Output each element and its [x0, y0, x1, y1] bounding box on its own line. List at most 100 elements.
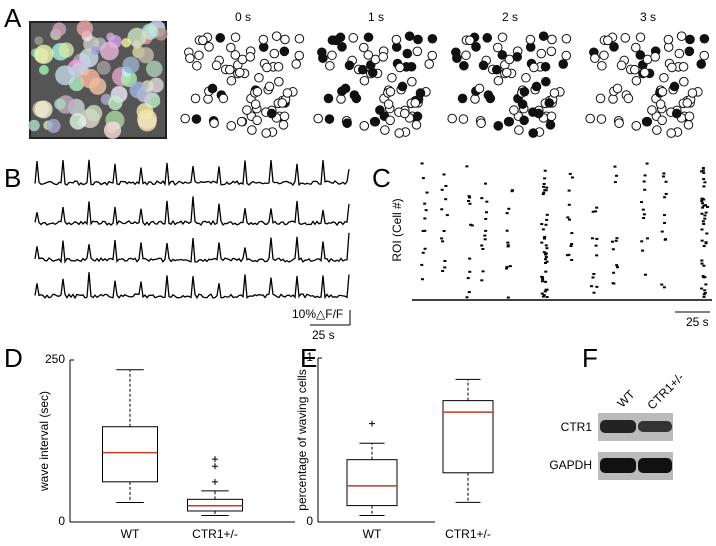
spike: [540, 275, 544, 278]
spike: [425, 191, 429, 194]
spike: [540, 241, 544, 244]
spike: [444, 184, 448, 187]
spike: [545, 260, 549, 263]
cell: [100, 41, 119, 61]
scale-label: 25 s: [686, 315, 709, 329]
spike: [506, 244, 510, 247]
cell-dot: [519, 86, 530, 97]
cell: [136, 103, 154, 120]
cell-dot: [678, 61, 689, 72]
cell-dot: [663, 34, 674, 45]
spike: [590, 237, 594, 240]
spike: [480, 279, 484, 282]
cell-dot: [280, 34, 290, 45]
cell: [80, 68, 100, 89]
cell-dot: [541, 76, 551, 87]
cell-dot: [363, 32, 374, 43]
spike: [545, 218, 549, 221]
cell-dot: [696, 59, 707, 69]
micrograph-cells: [28, 20, 168, 139]
cell-dot: [234, 67, 245, 78]
cell-dot: [407, 76, 417, 87]
cell-dot: [674, 48, 685, 59]
cell-dot: [415, 88, 426, 98]
cell: [34, 100, 53, 119]
spike: [542, 191, 546, 194]
spike: [420, 278, 424, 281]
spike: [662, 175, 666, 178]
spike: [700, 228, 704, 231]
cell-dot: [452, 53, 462, 63]
spike: [700, 199, 704, 202]
cell-dot: [194, 50, 204, 61]
box: [102, 426, 158, 483]
spike: [505, 212, 509, 215]
cell-dot: [247, 125, 257, 135]
spike: [642, 180, 646, 183]
spike: [465, 165, 469, 168]
spike: [544, 288, 548, 291]
cell-dot: [410, 98, 421, 108]
cell-dot: [282, 88, 293, 98]
cell-dot: [655, 99, 666, 110]
spike: [662, 286, 666, 289]
spike: [543, 169, 547, 172]
cell-dot: [631, 121, 642, 131]
spike: [484, 211, 488, 214]
panel-letter: C: [372, 163, 391, 193]
spike: [702, 293, 706, 296]
cell-dot: [639, 67, 650, 78]
cell-dot: [657, 115, 667, 126]
blot-band: [600, 458, 636, 473]
spike: [703, 289, 707, 292]
spike: [507, 207, 511, 210]
scale-label: 10%△F/F: [292, 307, 343, 321]
cell: [137, 47, 154, 64]
spike: [703, 204, 707, 207]
spike: [591, 210, 595, 213]
spike: [481, 270, 485, 273]
cell-dot: [191, 114, 202, 124]
spike: [421, 230, 425, 233]
cell-dot: [447, 113, 457, 124]
cell-dot: [521, 72, 531, 83]
spike: [615, 266, 619, 269]
cell-dot: [545, 120, 556, 130]
cell-dot: [493, 121, 504, 131]
spike: [567, 203, 571, 206]
cell-dot: [699, 33, 710, 44]
cell-dot: [277, 98, 288, 108]
cell-dot: [476, 118, 486, 128]
raster-plot: [420, 162, 709, 299]
spike: [420, 162, 424, 165]
spike: [421, 251, 425, 254]
cell-dot: [620, 33, 631, 43]
spike: [542, 294, 546, 297]
spike: [703, 291, 707, 294]
spike: [441, 270, 445, 273]
spike: [544, 189, 548, 192]
cell-dot: [367, 67, 378, 78]
spike: [613, 181, 617, 184]
spike: [423, 217, 427, 220]
spike: [700, 212, 704, 215]
spike: [595, 285, 599, 288]
cell-dot: [641, 116, 652, 127]
cell-dot: [391, 34, 402, 45]
cell-dot: [344, 60, 355, 71]
spike: [442, 229, 446, 232]
cell-dot: [540, 61, 551, 72]
spike: [703, 217, 707, 220]
cell-dot: [676, 31, 687, 41]
x-tick-label: CTR1+/-: [445, 527, 491, 541]
cell-dot: [218, 93, 229, 104]
spike: [545, 213, 549, 216]
spike: [640, 201, 644, 204]
spike: [468, 270, 472, 273]
spike: [440, 188, 444, 191]
y-axis-label: ROI (Cell #): [390, 198, 404, 261]
spike: [544, 256, 548, 259]
cell-dot: [380, 125, 390, 135]
spike: [640, 240, 644, 243]
